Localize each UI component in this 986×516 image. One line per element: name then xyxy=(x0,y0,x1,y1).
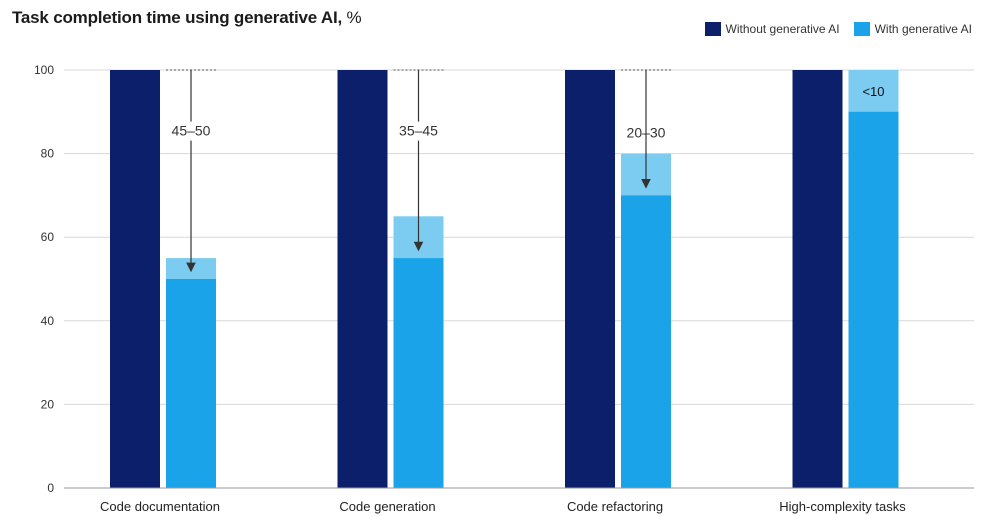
bar-without-ai xyxy=(792,70,843,488)
y-tick-label: 0 xyxy=(47,481,54,495)
y-tick-label: 60 xyxy=(41,230,55,244)
bar-without-ai xyxy=(565,70,615,488)
legend-item-without-ai: Without generative AI xyxy=(704,22,840,36)
bar-with-ai xyxy=(166,279,216,488)
legend-label: Without generative AI xyxy=(725,22,840,36)
bar-with-ai xyxy=(393,258,444,488)
category-label: Code generation xyxy=(339,499,435,514)
category-label: Code refactoring xyxy=(567,499,663,514)
range-label: <10 xyxy=(862,84,884,99)
range-label-bg xyxy=(165,121,217,141)
category-label: Code documentation xyxy=(100,499,220,514)
chart-title: Task completion time using generative AI… xyxy=(12,8,362,27)
range-label-bg xyxy=(392,121,445,141)
y-tick-label: 20 xyxy=(41,397,55,411)
bar-without-ai xyxy=(110,70,160,488)
bar-with-ai xyxy=(621,195,671,488)
bar-without-ai xyxy=(337,70,388,488)
y-tick-label: 100 xyxy=(34,63,54,77)
legend: Without generative AI With generative AI xyxy=(704,22,972,36)
legend-label: With generative AI xyxy=(874,22,972,36)
legend-swatch xyxy=(704,22,721,36)
legend-swatch xyxy=(853,22,870,36)
range-label: 35–45 xyxy=(399,123,438,139)
bar-with-ai xyxy=(848,111,899,489)
category-label: High-complexity tasks xyxy=(779,499,906,514)
legend-item-with-ai: With generative AI xyxy=(853,22,972,36)
range-label: 20–30 xyxy=(627,125,666,141)
y-tick-label: 40 xyxy=(41,314,55,328)
range-label: 45–50 xyxy=(172,123,211,139)
y-tick-label: 80 xyxy=(41,147,55,161)
